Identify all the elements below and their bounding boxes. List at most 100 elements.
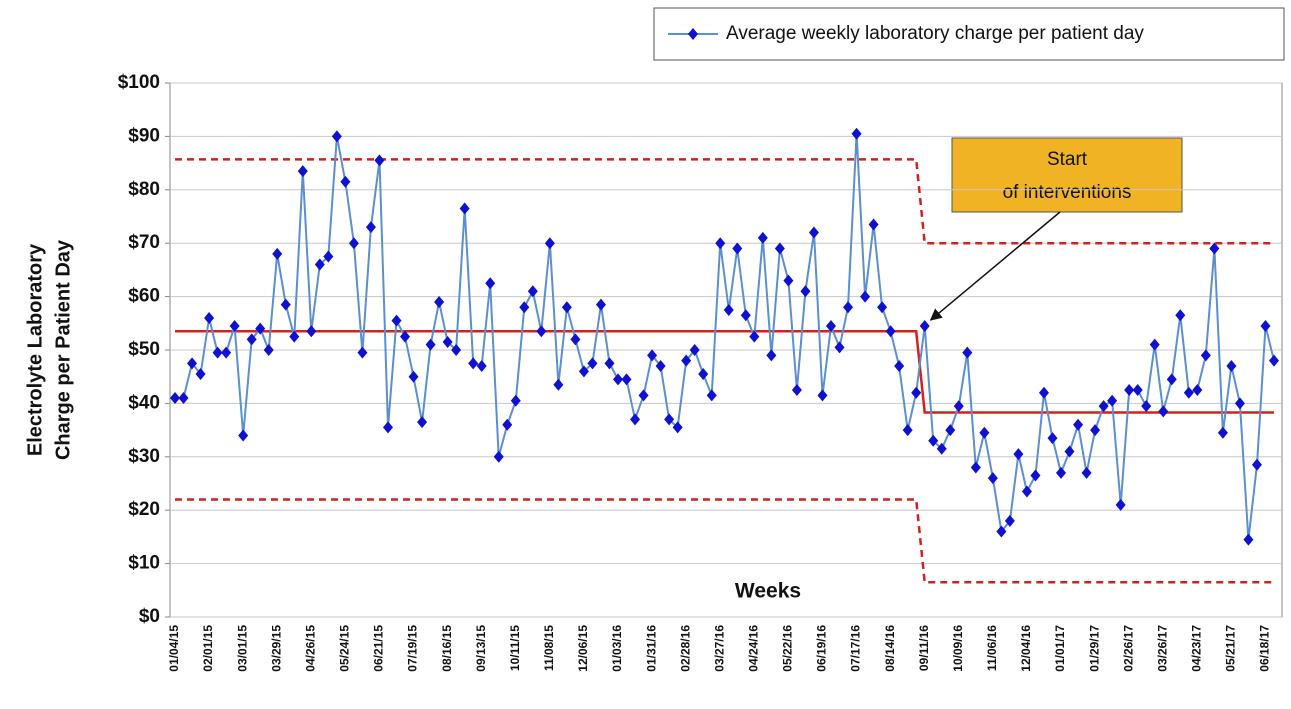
x-tick-label: 02/01/15	[201, 625, 215, 672]
data-point	[425, 338, 436, 351]
x-tick-label: 07/17/16	[849, 625, 863, 672]
data-point	[348, 237, 359, 250]
data-point	[314, 258, 325, 271]
data-point	[1175, 309, 1186, 322]
data-point	[502, 418, 513, 431]
x-axis-label: Weeks	[735, 580, 801, 603]
annotation-arrow	[929, 211, 1061, 321]
data-point	[1038, 386, 1049, 399]
x-tick-label: 01/01/17	[1053, 625, 1067, 672]
data-point	[544, 237, 555, 250]
data-point	[1132, 384, 1143, 397]
data-point	[1200, 349, 1211, 362]
x-tick-group: 07/19/15	[406, 625, 420, 672]
x-tick-group: 04/26/15	[303, 625, 317, 672]
x-tick-label: 06/18/17	[1258, 625, 1272, 672]
data-point	[825, 319, 836, 332]
data-point	[766, 349, 777, 362]
y-tick-label: $10	[128, 553, 160, 574]
x-tick-label: 06/19/16	[815, 625, 829, 672]
data-point	[280, 298, 291, 311]
x-tick-label: 02/28/16	[678, 625, 692, 672]
x-tick-group: 05/24/15	[338, 625, 352, 672]
x-tick-group: 11/08/15	[542, 625, 556, 671]
data-point	[272, 247, 283, 260]
data-point	[595, 298, 606, 311]
data-point	[451, 344, 462, 356]
data-point	[1209, 242, 1220, 255]
data-point	[391, 314, 402, 327]
data-point	[212, 346, 223, 359]
x-tick-group: 10/11/15	[508, 625, 522, 671]
data-point	[672, 421, 683, 434]
x-tick-label: 03/29/15	[269, 625, 283, 672]
x-tick-label: 05/24/15	[338, 625, 352, 672]
x-tick-group: 03/29/15	[269, 625, 283, 672]
data-point	[459, 202, 470, 215]
y-tick-label: $100	[118, 72, 160, 93]
data-point	[1141, 400, 1152, 413]
data-point	[851, 127, 862, 140]
data-point	[757, 231, 768, 244]
data-point	[919, 319, 930, 332]
data-point	[834, 341, 845, 354]
data-point	[1098, 400, 1109, 413]
data-point	[1158, 405, 1169, 418]
data-point	[698, 368, 709, 381]
data-point	[860, 290, 871, 303]
data-point	[791, 384, 802, 397]
data-point	[1021, 485, 1032, 498]
x-tick-label: 04/26/15	[303, 625, 317, 672]
data-point	[238, 429, 249, 442]
data-point	[195, 368, 206, 381]
data-point	[1073, 418, 1084, 431]
data-point	[681, 354, 692, 367]
x-tick-group: 12/04/16	[1019, 625, 1033, 672]
data-point	[715, 237, 726, 250]
legend-box	[653, 7, 1285, 61]
data-point	[1124, 384, 1135, 397]
data-point	[306, 325, 317, 338]
control-line	[175, 330, 1274, 414]
x-tick-group: 04/23/17	[1189, 625, 1203, 672]
x-tick-label: 03/01/15	[235, 625, 249, 672]
data-point	[510, 394, 521, 407]
y-tick-label: $0	[139, 606, 160, 627]
annotation-text: of interventions	[1003, 182, 1132, 203]
x-tick-label: 01/31/16	[644, 625, 658, 672]
x-tick-group: 07/17/16	[849, 625, 863, 672]
data-point	[570, 333, 581, 346]
data-point	[323, 250, 334, 263]
data-point	[604, 357, 615, 370]
data-point	[1115, 498, 1126, 511]
data-point	[749, 330, 760, 343]
x-tick-group: 01/03/16	[610, 625, 624, 672]
x-tick-group: 04/24/16	[746, 625, 760, 672]
data-point	[468, 357, 479, 370]
x-tick-group: 03/01/15	[235, 625, 249, 672]
x-tick-group: 06/21/15	[372, 625, 386, 672]
data-point	[178, 392, 189, 405]
x-tick-group: 03/27/16	[712, 625, 726, 672]
x-tick-group: 09/11/16	[917, 625, 931, 671]
data-point	[800, 285, 811, 298]
x-tick-group: 06/19/16	[815, 625, 829, 672]
data-point	[655, 360, 666, 373]
y-axis-label: Charge per Patient Day	[52, 239, 74, 460]
annotation-text: Start	[1047, 149, 1088, 170]
data-point	[911, 386, 922, 399]
x-tick-label: 01/29/17	[1087, 625, 1101, 672]
data-point	[740, 309, 751, 322]
x-tick-group: 09/13/15	[474, 625, 488, 672]
x-tick-label: 12/04/16	[1019, 625, 1033, 672]
data-point	[340, 175, 351, 188]
data-point	[442, 335, 453, 348]
data-point	[732, 242, 743, 255]
data-point	[1251, 458, 1262, 471]
data-point	[1234, 397, 1245, 410]
data-point	[928, 434, 939, 447]
legend-marker	[688, 28, 698, 40]
data-point	[263, 344, 274, 356]
y-tick-label: $20	[128, 499, 160, 520]
y-tick-label: $40	[128, 392, 160, 413]
